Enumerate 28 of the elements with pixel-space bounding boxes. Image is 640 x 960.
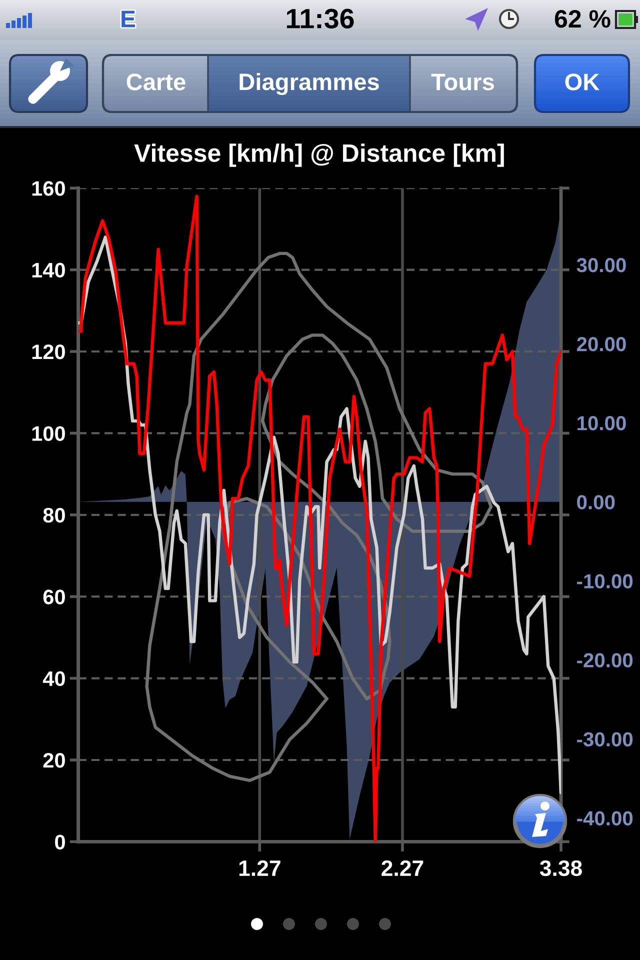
text: Carte [126, 74, 186, 90]
chart-title: Vitesse [km/h] @ Distance [km] [134, 144, 504, 167]
y-tick-label: 0 [55, 834, 65, 850]
y-tick-label: 60 [43, 590, 65, 604]
y2-tick-label: 30.00 [576, 258, 626, 272]
y-tick-label: 140 [32, 262, 65, 278]
text: 11:36 [286, 8, 354, 28]
y2-tick-label: 20.00 [576, 337, 626, 352]
y2-tick-label: 10.00 [578, 416, 626, 430]
text: Tours [431, 74, 494, 90]
text: E [122, 10, 135, 28]
y-tick-label: 80 [43, 508, 65, 523]
text: Diagrammes [240, 72, 379, 96]
y2-tick-label: 0.00 [577, 495, 615, 510]
x-tick-label: 3.38 [540, 860, 582, 876]
y-tick-label: 120 [32, 344, 65, 360]
text: OK [565, 74, 600, 90]
y2-tick-label: -10.00 [577, 574, 633, 588]
x-tick-label: 1.27 [239, 860, 280, 876]
y2-tick-label: -40.00 [577, 811, 633, 826]
y-tick-label: 20 [43, 753, 65, 768]
y2-tick-label: -30.00 [577, 732, 633, 746]
y-tick-label: 160 [32, 181, 65, 196]
text: 62 % [554, 10, 610, 28]
y-tick-label: 100 [32, 426, 65, 441]
y-tick-label: 40 [42, 671, 65, 686]
y2-tick-label: -20.00 [577, 653, 633, 668]
x-tick-label: 2.27 [382, 860, 424, 876]
